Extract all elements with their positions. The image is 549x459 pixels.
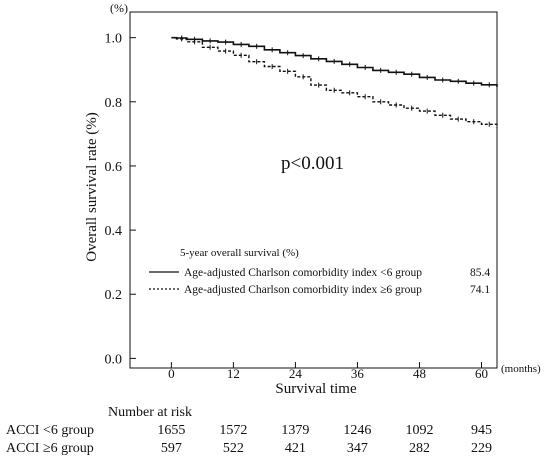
risk-value-acci-lt6: 1379 — [281, 423, 309, 438]
risk-value-acci-ge6: 347 — [347, 441, 368, 456]
legend-value-acci-lt6: 85.4 — [470, 267, 490, 279]
risk-table-title: Number at risk — [108, 405, 192, 420]
y-tick-label: 0.4 — [105, 224, 123, 239]
risk-table: Number at risk ACCI <6 group ACCI ≥6 gro… — [6, 405, 492, 456]
x-axis: 0 12 24 36 48 60 — [168, 362, 488, 381]
y-tick-label: 1.0 — [105, 32, 123, 47]
risk-value-acci-ge6: 597 — [161, 441, 182, 456]
y-tick-label: 0.2 — [105, 288, 123, 303]
legend-title: 5-year overall survival (%) — [180, 247, 299, 259]
risk-value-acci-lt6: 1246 — [343, 423, 371, 438]
survival-curve-acci-ge6 — [171, 37, 498, 128]
x-axis-label: Survival time — [275, 381, 357, 397]
x-tick-label: 48 — [413, 366, 426, 381]
risk-row-label-acci-ge6: ACCI ≥6 group — [6, 441, 94, 456]
y-tick-label: 0.0 — [105, 352, 123, 367]
risk-value-acci-ge6: 229 — [471, 441, 492, 456]
legend-label-acci-ge6: Age-adjusted Charlson comorbidity index … — [184, 284, 422, 296]
p-value-annotation: p<0.001 — [281, 153, 344, 174]
survival-curve-acci-lt6 — [171, 36, 498, 87]
risk-row-label-acci-lt6: ACCI <6 group — [6, 423, 94, 438]
y-axis: 0.0 0.2 0.4 0.6 0.8 1.0 — [105, 32, 136, 367]
x-tick-label: 36 — [351, 366, 365, 381]
risk-value-acci-ge6: 421 — [285, 441, 306, 456]
legend-value-acci-ge6: 74.1 — [470, 284, 490, 296]
risk-value-acci-lt6: 945 — [471, 423, 492, 438]
x-tick-label: 60 — [475, 366, 488, 381]
legend: 5-year overall survival (%) Age-adjusted… — [149, 247, 490, 296]
y-tick-label: 0.8 — [105, 96, 123, 111]
y-axis-label: Overall survival rate (%) — [84, 112, 100, 262]
plot-frame — [129, 11, 498, 369]
legend-label-acci-lt6: Age-adjusted Charlson comorbidity index … — [184, 267, 422, 279]
x-tick-label: 12 — [227, 366, 240, 381]
x-tick-label: 24 — [289, 366, 303, 381]
x-tick-label: 0 — [168, 366, 175, 381]
x-unit-label: (months) — [501, 363, 541, 375]
risk-value-acci-lt6: 1092 — [405, 423, 433, 438]
risk-value-acci-ge6: 282 — [409, 441, 430, 456]
y-tick-label: 0.6 — [105, 160, 123, 175]
risk-value-acci-lt6: 1655 — [157, 423, 185, 438]
risk-value-acci-lt6: 1572 — [219, 423, 247, 438]
risk-value-acci-ge6: 522 — [223, 441, 244, 456]
series-layer — [171, 35, 498, 128]
y-unit-label: (%) — [110, 1, 128, 15]
